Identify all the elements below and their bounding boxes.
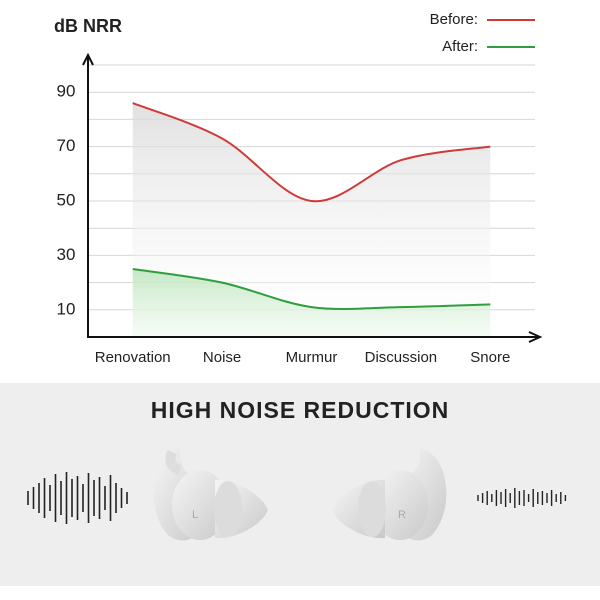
left-earplug: L [153,448,268,541]
area [132,103,491,337]
line [132,102,491,203]
x-tick-label: Murmur [286,349,338,366]
y-tick-label: 50 [57,190,76,209]
y-axis-label: dB NRR [54,16,122,36]
axis-arrow [82,52,94,66]
x-tick-label: Noise [203,349,241,366]
banner-title: HIGH NOISE REDUCTION [151,397,450,423]
legend-label: Before: [430,11,478,28]
area [132,269,491,337]
axes [87,57,539,338]
sound-waves [27,472,567,524]
axis-arrow [528,331,543,343]
legend-label: After: [442,38,478,55]
x-tick-label: Renovation [95,349,171,366]
x-tick-label: Discussion [365,349,438,366]
chart: 10 30 50 70 90 Renovation Noise Murmur Discussio… [57,11,543,366]
earplug-label: R [398,509,406,521]
y-tick-label: 90 [57,82,76,101]
line [132,268,491,310]
y-tick-label: 10 [57,299,76,318]
y-tick-label: 30 [57,245,76,264]
right-earplug: R [332,448,447,541]
y-tick-label: 70 [57,136,76,155]
earplug-label: L [192,509,198,521]
x-tick-label: Snore [470,349,510,366]
